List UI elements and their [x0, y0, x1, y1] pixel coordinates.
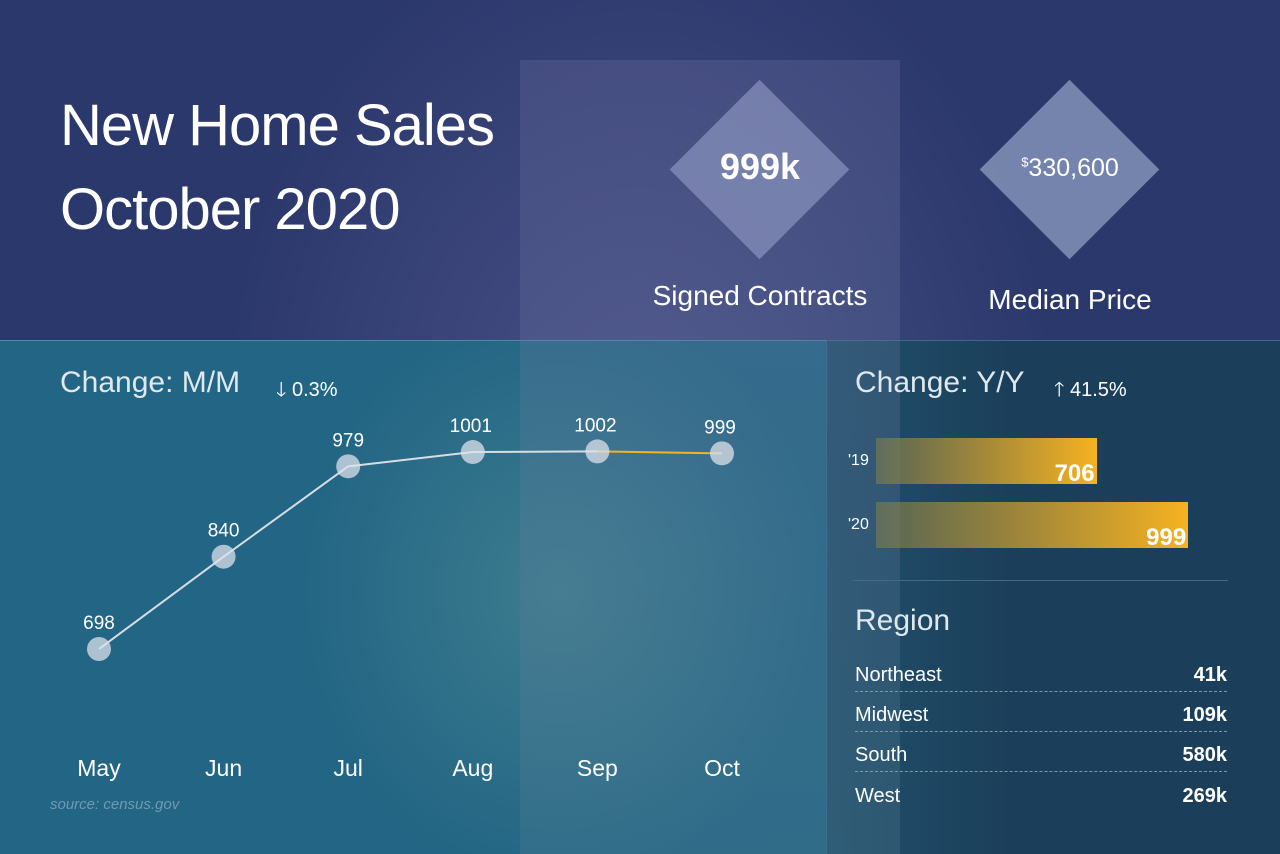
yy-change-value: 41.5%: [1069, 379, 1127, 401]
yy-change: 🡑 41.5%: [1054, 375, 1127, 409]
x-tick-label: May: [77, 755, 121, 781]
x-tick-label: Jul: [333, 755, 363, 781]
data-label: 840: [208, 521, 240, 542]
price-number: 330,600: [1028, 154, 1119, 182]
region-name: Northeast: [855, 664, 942, 686]
data-label: 1001: [450, 416, 492, 437]
line-segment: [98, 555, 225, 650]
region-row: West 269k: [855, 780, 1227, 812]
bar-label: 999: [1146, 524, 1187, 551]
data-point: [710, 441, 734, 466]
data-point: [211, 544, 236, 569]
line-segment: [348, 451, 473, 468]
x-tick-label: Oct: [704, 755, 740, 781]
region-value: 580k: [1182, 744, 1228, 766]
data-point: [87, 637, 111, 661]
bar: 706: [876, 438, 1097, 487]
arrow-down-icon: 🡓: [276, 379, 287, 401]
mm-change: 🡓 0.3%: [276, 375, 338, 409]
bar: 999: [876, 502, 1189, 551]
data-point: [585, 439, 610, 464]
region-name: Midwest: [855, 704, 929, 726]
bar-label: 706: [1054, 460, 1095, 487]
line-segment: [223, 465, 349, 558]
data-label: 1002: [574, 415, 616, 436]
region-row: Midwest 109k: [855, 700, 1227, 732]
line-chart: 698 840 979 1001 1002 999: [83, 415, 736, 661]
monthly-panel: [0, 340, 826, 854]
y-tick-label: '19: [848, 452, 869, 469]
x-tick-label: Aug: [452, 755, 494, 781]
divider: [853, 580, 1228, 581]
region-name: South: [855, 744, 908, 766]
source-note: source: census.gov: [50, 796, 180, 813]
mm-change-value: 0.3%: [291, 379, 338, 401]
line-segment: [597, 450, 723, 455]
region-row: South 580k: [855, 740, 1227, 772]
title-line2: October 2020: [60, 177, 400, 242]
x-tick-label: Sep: [576, 755, 618, 781]
price-label: Median Price: [988, 284, 1152, 315]
data-point: [336, 454, 361, 479]
region-value: 109k: [1182, 704, 1228, 726]
data-point: [460, 440, 485, 465]
data-label: 979: [332, 430, 364, 451]
price-value: $330,600: [970, 154, 1170, 183]
title-line1: New Home Sales: [60, 93, 495, 158]
contracts-value: 999k: [719, 146, 801, 187]
region-row: Northeast 41k: [855, 660, 1227, 692]
yearly-panel: [826, 340, 1280, 854]
currency-symbol: $: [1021, 154, 1029, 170]
contracts-label: Signed Contracts: [652, 280, 868, 311]
data-label: 999: [704, 417, 736, 438]
y-tick-label: '20: [848, 516, 869, 533]
region-value: 41k: [1193, 664, 1227, 686]
x-tick-label: Jun: [205, 755, 243, 781]
arrow-up-icon: 🡑: [1054, 379, 1065, 401]
region-name: West: [855, 785, 901, 807]
mm-title: Change: M/M: [60, 366, 241, 399]
yy-title: Change: Y/Y: [855, 366, 1025, 399]
region-title: Region: [855, 604, 951, 637]
region-value: 269k: [1182, 785, 1228, 807]
data-label: 698: [83, 613, 115, 634]
line-segment: [472, 450, 598, 454]
